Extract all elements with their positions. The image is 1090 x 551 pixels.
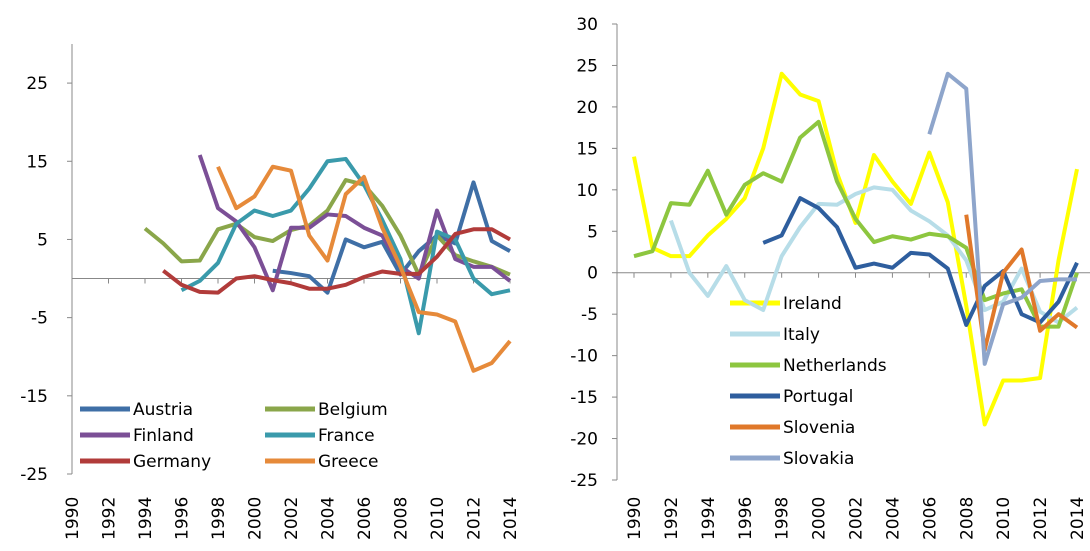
y-tick-label: 25 bbox=[576, 56, 598, 76]
y-tick-label: 30 bbox=[576, 15, 598, 35]
x-tick-label: 2010 bbox=[994, 497, 1014, 540]
legend-label: Slovenia bbox=[783, 418, 855, 438]
y-tick-label: 20 bbox=[576, 98, 598, 118]
x-tick-label: 2000 bbox=[246, 497, 266, 540]
y-tick-label: 5 bbox=[37, 230, 48, 250]
x-tick-label: 1996 bbox=[173, 497, 193, 540]
legend-label: Finland bbox=[133, 426, 194, 446]
legend-label: Austria bbox=[133, 400, 193, 420]
x-tick-label: 2002 bbox=[847, 497, 867, 540]
y-tick-label: 25 bbox=[26, 74, 48, 94]
series-line bbox=[197, 154, 512, 293]
x-tick-label: 2006 bbox=[920, 497, 940, 540]
x-tick-label: 1994 bbox=[699, 497, 719, 540]
legend-label: Ireland bbox=[783, 294, 842, 314]
x-tick-label: 2014 bbox=[1068, 497, 1088, 540]
x-tick-label: 2008 bbox=[392, 497, 412, 540]
y-tick-label: 15 bbox=[576, 139, 598, 159]
x-tick-label: 2000 bbox=[810, 497, 830, 540]
x-tick-label: 1992 bbox=[100, 497, 120, 540]
x-tick-label: 1998 bbox=[209, 497, 229, 540]
y-tick-label: -10 bbox=[570, 347, 598, 367]
legend-label: Germany bbox=[133, 452, 211, 472]
series-line bbox=[927, 71, 1077, 366]
legend-label: Portugal bbox=[783, 387, 853, 407]
x-tick-label: 1990 bbox=[625, 497, 645, 540]
x-tick-label: 1990 bbox=[63, 497, 83, 540]
legend-label: Netherlands bbox=[783, 356, 887, 376]
x-tick-label: 1992 bbox=[662, 497, 682, 540]
y-tick-label: 15 bbox=[26, 152, 48, 172]
legend-label: Greece bbox=[318, 452, 379, 472]
series-line bbox=[216, 164, 512, 373]
legend-label: France bbox=[318, 426, 375, 446]
y-tick-label: -5 bbox=[31, 309, 48, 329]
y-tick-label: 10 bbox=[576, 181, 598, 201]
y-tick-label: -20 bbox=[570, 430, 598, 450]
series-line bbox=[633, 119, 1079, 329]
x-tick-label: 2010 bbox=[428, 497, 448, 540]
x-tick-label: 2008 bbox=[957, 497, 977, 540]
x-tick-label: 2006 bbox=[355, 497, 375, 540]
y-tick-label: -25 bbox=[570, 471, 598, 491]
y-tick-label: 0 bbox=[587, 264, 598, 284]
y-tick-label: -25 bbox=[20, 465, 48, 485]
y-tick-label: -5 bbox=[581, 305, 598, 325]
y-tick-label: 5 bbox=[587, 222, 598, 242]
legend-label: Italy bbox=[783, 325, 820, 345]
series-line bbox=[162, 227, 511, 295]
x-tick-label: 2002 bbox=[282, 497, 302, 540]
series-line bbox=[762, 196, 1079, 327]
x-tick-label: 1994 bbox=[136, 497, 156, 540]
x-tick-label: 1996 bbox=[736, 497, 756, 540]
x-tick-label: 2012 bbox=[465, 497, 485, 540]
series-line bbox=[180, 156, 511, 336]
x-tick-label: 2004 bbox=[319, 497, 339, 540]
y-tick-label: -15 bbox=[570, 388, 598, 408]
y-tick-label: -15 bbox=[20, 387, 48, 407]
series-line bbox=[632, 71, 1079, 427]
x-tick-label: 2012 bbox=[1031, 497, 1051, 540]
series-line bbox=[272, 180, 511, 295]
series-line bbox=[143, 178, 511, 277]
x-tick-label: 2004 bbox=[883, 497, 903, 540]
x-tick-label: 2014 bbox=[501, 497, 521, 540]
x-tick-label: 1998 bbox=[773, 497, 793, 540]
legend-label: Belgium bbox=[318, 400, 388, 420]
legend-label: Slovakia bbox=[783, 449, 854, 469]
